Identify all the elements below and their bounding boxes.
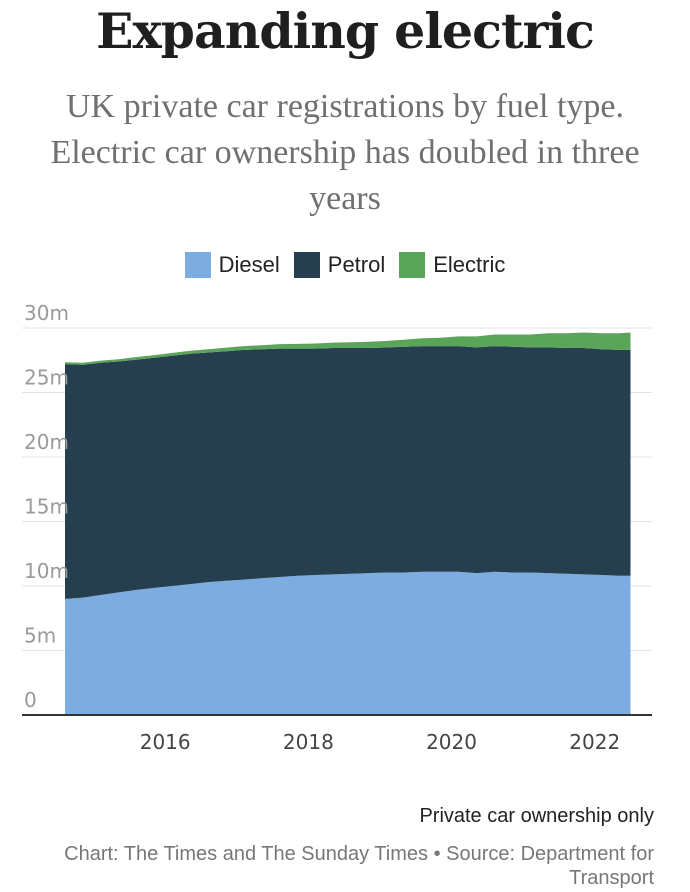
stacked-area-chart: 0 5m 10m 15m 20m 25m 30m 2016 2018 2020 2022 [22,301,652,754]
legend-label-petrol: Petrol [327,252,386,277]
y-tick-label: 20m [24,430,69,454]
x-tick-label: 2016 [140,730,191,754]
y-tick-label: 5m [24,624,56,648]
legend-item-petrol: Petrol [293,252,386,278]
y-tick-label: 25m [24,366,69,390]
area-electric [65,332,631,365]
area-series [65,332,631,715]
legend-swatch-petrol [293,252,320,278]
x-tick-label: 2018 [283,730,334,754]
area-diesel [65,571,631,715]
x-tick-label: 2020 [426,730,477,754]
legend-label-diesel: Diesel [218,252,280,277]
y-tick-label: 15m [24,495,69,519]
legend-item-diesel: Diesel [184,252,280,278]
x-tick-label: 2022 [569,730,620,754]
y-tick-label: 0 [24,688,37,712]
legend-swatch-electric [399,252,426,278]
legend-item-electric: Electric [399,252,505,278]
y-tick-label: 30m [24,301,69,325]
legend-swatch-diesel [184,252,211,278]
chart-subtitle: UK private car registrations by fuel typ… [50,88,640,217]
chart-title: Expanding electric [96,2,595,60]
area-petrol [65,346,631,599]
axes: 0 5m 10m 15m 20m 25m 30m 2016 2018 2020 2022 [22,301,652,754]
legend-label-electric: Electric [433,252,506,277]
source-credit: Chart: The Times and The Sunday Times • … [64,843,654,889]
legend: Diesel Petrol Electric [0,252,690,278]
footnote: Private car ownership only [419,805,654,827]
y-tick-label: 10m [24,559,69,583]
